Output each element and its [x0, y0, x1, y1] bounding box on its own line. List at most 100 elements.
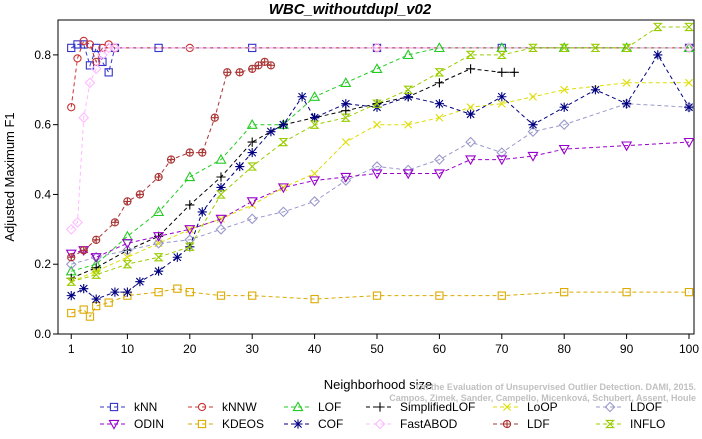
legend-marker [197, 419, 207, 429]
plot-frame [57, 19, 695, 335]
data-point-fastabod [78, 112, 90, 124]
data-point-ldof [402, 164, 414, 176]
x-tick-label: 20 [183, 342, 197, 356]
legend-item-knn: kNN [100, 400, 157, 414]
legend-marker [292, 401, 304, 412]
data-point-lof [402, 49, 414, 60]
data-point-knnw [73, 54, 82, 63]
legend-label: LOF [318, 400, 341, 414]
data-point-odin [558, 144, 570, 155]
data-point-ldof [122, 244, 133, 256]
data-point-knn [104, 68, 113, 77]
data-point-simplifiedlof [247, 137, 257, 147]
credit-line-1: On the Evaluation of Unsupervised Outlie… [416, 382, 696, 392]
x-tick-label: 80 [558, 342, 572, 356]
data-point-inflo [278, 137, 289, 147]
data-point-ldf [79, 246, 88, 255]
data-point-kdeos [560, 287, 569, 297]
data-point-ldof [309, 196, 320, 207]
data-point-cof [590, 85, 600, 95]
data-point-cof [197, 207, 207, 217]
data-point-inflo [372, 99, 382, 108]
data-point-cof [622, 99, 632, 109]
data-point-ldf [266, 61, 276, 70]
legend-item-ldof: LDOF [596, 400, 662, 414]
series-line-lof [71, 47, 689, 272]
data-point-loop [373, 120, 381, 129]
data-point-cof [403, 92, 413, 102]
chart-title: WBC_withoutdupl_v02 [269, 1, 432, 18]
series-line-cof [70, 53, 690, 300]
data-point-ldof [278, 206, 289, 218]
y-ticks: 0.0 0.2 0.4 0.6 0.8 [34, 48, 58, 341]
data-point-ldf [248, 64, 257, 73]
data-point-simplifiedlof [185, 200, 195, 210]
legend-marker [503, 403, 511, 411]
data-point-ldf [92, 235, 101, 244]
data-point-loop [466, 103, 475, 112]
data-point-kdeos [173, 284, 182, 293]
data-point-cof [135, 277, 145, 287]
data-point-inflo [684, 22, 694, 32]
data-point-loop [435, 113, 444, 122]
series-kdeos [67, 284, 694, 321]
data-point-loop [341, 138, 350, 147]
legend-marker [374, 418, 386, 430]
data-point-cof [310, 113, 320, 123]
data-point-loop [279, 183, 288, 192]
legend-marker [108, 419, 120, 430]
data-point-inflo [309, 120, 320, 129]
data-point-knnw [79, 36, 88, 46]
data-point-knnw [372, 43, 382, 53]
data-point-kdeos [85, 312, 95, 321]
legend-label: INFLO [630, 417, 665, 431]
data-point-ldof [153, 237, 164, 249]
credit-line-2: Campos, Zimek, Sander, Campello, Micenko… [389, 393, 696, 403]
data-point-kdeos [67, 308, 76, 318]
series-line-odin [71, 141, 690, 258]
data-point-inflo [434, 68, 445, 77]
data-point-ldf [210, 113, 219, 122]
data-point-ldof [340, 175, 352, 186]
data-point-odin [90, 253, 102, 263]
x-axis-label: Neighborhood size [324, 377, 432, 392]
data-point-fastabod [371, 42, 383, 54]
data-point-simplifiedlof [509, 67, 519, 77]
legend-marker [605, 419, 615, 429]
data-point-odin [683, 137, 695, 148]
data-point-inflo [91, 270, 102, 279]
x-tick-label: 10 [121, 342, 135, 356]
x-tick-label: 1 [68, 342, 75, 356]
x-tick-label: 50 [370, 342, 384, 356]
y-tick-label: 0.6 [34, 118, 51, 132]
data-point-odin [121, 239, 133, 250]
data-point-odin [153, 232, 165, 243]
data-point-loop [123, 253, 132, 262]
legend-item-fastabod: FastABOD [366, 417, 458, 431]
data-point-kdeos [248, 291, 257, 300]
legend-label: ODIN [134, 417, 164, 431]
data-point-odin [496, 155, 508, 166]
data-point-ldf [185, 148, 194, 157]
legend: kNN kNNW LOF SimplifiedLOF LoOP LDOF ODIN KDEOS… [100, 400, 665, 431]
data-point-cof [235, 161, 245, 172]
data-point-lof [340, 77, 352, 87]
legend-marker [293, 419, 303, 429]
x-tick-label: 40 [308, 342, 322, 356]
legend-item-cof: COF [284, 417, 343, 431]
series-ldf [67, 57, 276, 262]
series-line-simplifiedlof [71, 68, 515, 279]
series-line-fastabod [70, 47, 689, 230]
data-point-ldf [110, 218, 120, 227]
data-point-lof [371, 63, 383, 73]
legend-label: SimplifiedLOF [400, 400, 475, 414]
series-line-knnw [70, 40, 689, 108]
series-inflo [66, 22, 694, 286]
data-point-ldf [260, 57, 269, 67]
data-point-lof [184, 171, 196, 182]
x-tick-label: 70 [495, 342, 509, 356]
legend-label: LDOF [630, 400, 662, 414]
data-point-loop [497, 99, 506, 108]
data-point-loop [310, 169, 319, 178]
